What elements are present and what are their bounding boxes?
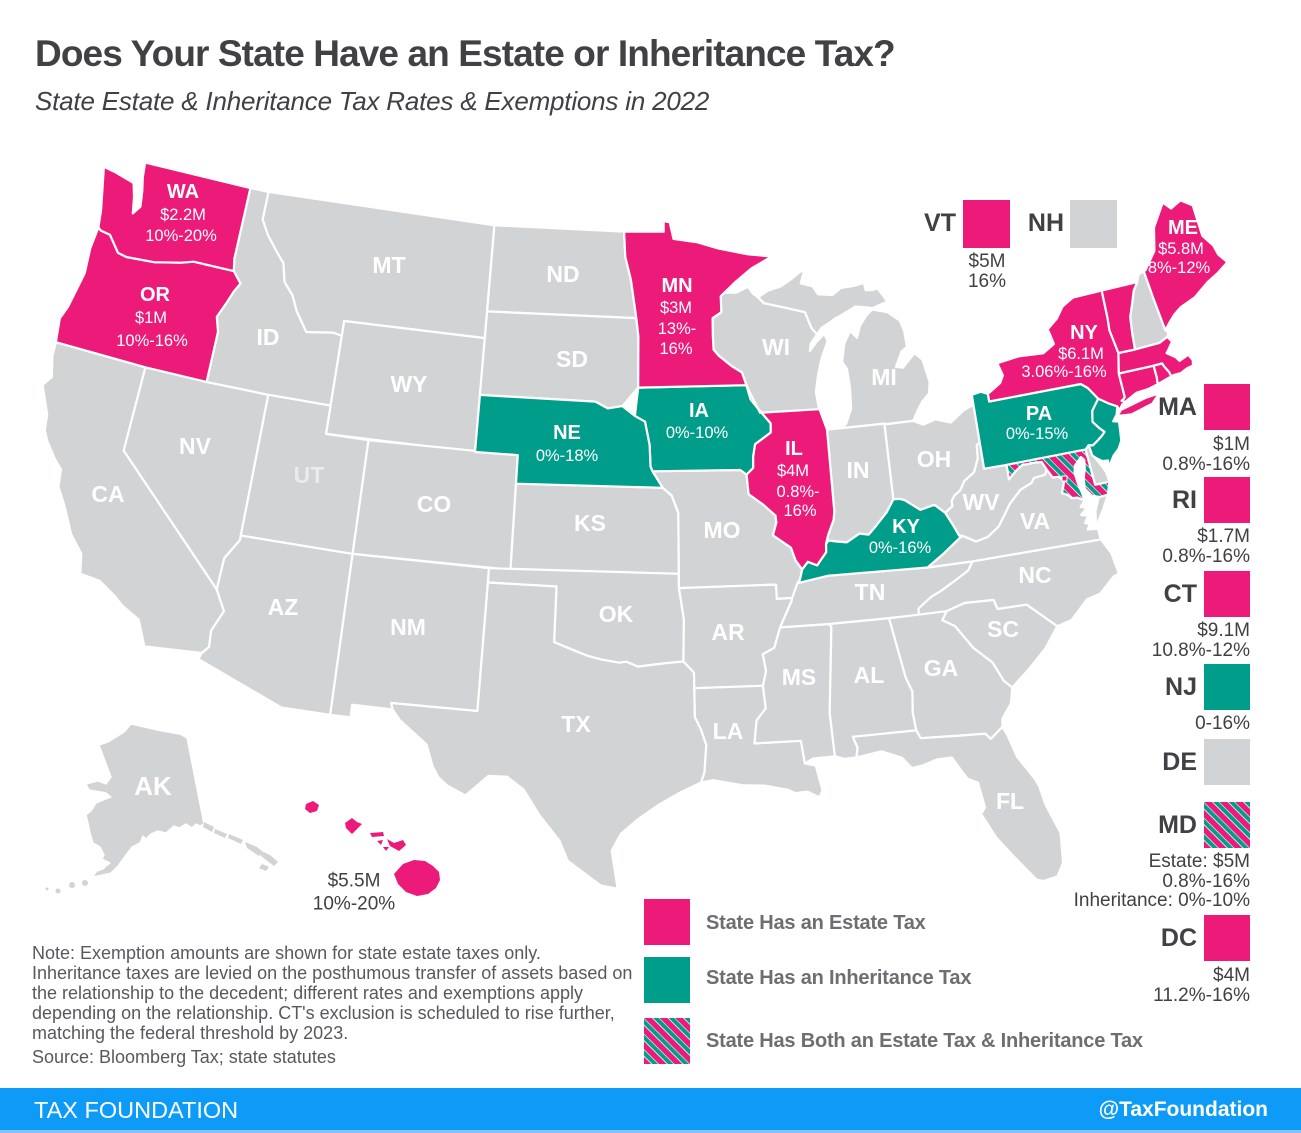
svg-text:$1M: $1M [135, 309, 167, 327]
svg-text:TX: TX [561, 711, 591, 737]
svg-text:CA: CA [91, 481, 124, 507]
svg-text:$2.2M: $2.2M [160, 206, 206, 224]
svg-text:UT: UT [294, 462, 325, 488]
svg-text:LA: LA [713, 718, 744, 744]
svg-text:PA: PA [1026, 403, 1052, 425]
svg-text:MT: MT [372, 252, 405, 278]
svg-text:KY: KY [892, 516, 920, 538]
svg-text:MN: MN [661, 275, 692, 297]
svg-text:NE: NE [553, 422, 581, 444]
svg-text:AL: AL [854, 662, 885, 688]
svg-text:AR: AR [711, 619, 745, 645]
svg-text:10%-16%: 10%-16% [116, 332, 188, 350]
svg-text:$5.5M: $5.5M [328, 871, 381, 892]
svg-text:$5.8M: $5.8M [1158, 240, 1204, 258]
svg-text:NM: NM [390, 614, 426, 640]
svg-text:ME: ME [1168, 217, 1198, 239]
svg-text:OH: OH [917, 446, 952, 472]
svg-text:0%-16%: 0%-16% [869, 539, 932, 557]
svg-text:NC: NC [1018, 562, 1051, 588]
svg-text:0.8%-: 0.8%- [776, 483, 819, 501]
svg-text:NY: NY [1070, 322, 1098, 344]
svg-text:10%-20%: 10%-20% [145, 227, 217, 245]
svg-text:OK: OK [599, 601, 634, 627]
svg-text:WI: WI [762, 334, 790, 360]
svg-text:WA: WA [167, 181, 199, 203]
svg-text:FL: FL [996, 788, 1024, 814]
svg-text:MO: MO [703, 517, 740, 543]
svg-text:8%-12%: 8%-12% [1148, 259, 1211, 277]
svg-text:SC: SC [987, 616, 1019, 642]
svg-text:WV: WV [962, 489, 1000, 515]
svg-text:MS: MS [782, 664, 817, 690]
svg-text:3.06%-16%: 3.06%-16% [1021, 363, 1107, 381]
svg-text:16%: 16% [783, 502, 816, 520]
svg-text:CO: CO [417, 491, 452, 517]
svg-text:ND: ND [546, 261, 579, 287]
svg-text:WY: WY [390, 371, 427, 397]
svg-text:0%-15%: 0%-15% [1006, 425, 1069, 443]
svg-text:MI: MI [871, 364, 897, 390]
svg-text:OR: OR [140, 284, 171, 306]
svg-text:GA: GA [924, 655, 959, 681]
svg-text:SD: SD [556, 346, 588, 372]
svg-text:IL: IL [785, 438, 803, 460]
svg-text:TN: TN [855, 579, 886, 605]
svg-text:$4M: $4M [777, 462, 809, 480]
svg-text:AK: AK [134, 771, 172, 801]
svg-text:ID: ID [257, 324, 280, 350]
svg-text:0%-10%: 0%-10% [666, 424, 729, 442]
svg-text:IA: IA [689, 400, 709, 422]
svg-text:VA: VA [1020, 508, 1050, 534]
svg-text:KS: KS [574, 510, 606, 536]
svg-text:AZ: AZ [268, 594, 299, 620]
svg-text:16%: 16% [659, 340, 692, 358]
svg-text:IN: IN [847, 457, 870, 483]
svg-text:$6.1M: $6.1M [1058, 345, 1104, 363]
svg-text:13%-: 13%- [658, 320, 697, 338]
svg-text:10%-20%: 10%-20% [313, 894, 395, 915]
svg-text:NV: NV [179, 433, 212, 459]
svg-text:0%-18%: 0%-18% [536, 447, 599, 465]
svg-text:$3M: $3M [660, 299, 692, 317]
